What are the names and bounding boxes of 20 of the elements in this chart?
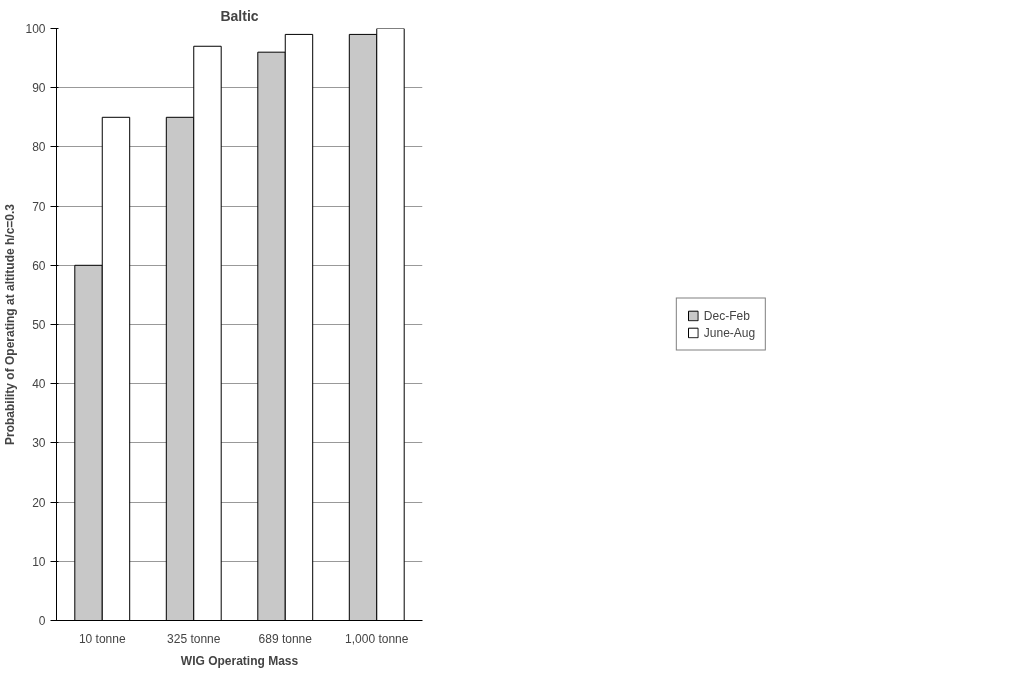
- y-tick-label: 100: [25, 22, 46, 36]
- y-tick-label: 90: [32, 81, 46, 96]
- y-tick-label: 10: [32, 554, 46, 569]
- x-axis-title: WIG Operating Mass: [180, 653, 299, 668]
- y-tick-label: 20: [32, 495, 46, 510]
- y-tick-label: 70: [32, 199, 46, 214]
- y-tick-label: 80: [32, 140, 46, 155]
- y-tick-label: 50: [32, 318, 46, 332]
- y-tick-label: 30: [32, 436, 46, 451]
- y-tick-label: 60: [32, 258, 46, 273]
- x-tick-label: 1,000 tonne: [345, 631, 409, 646]
- y-tick-label: 0: [38, 614, 46, 628]
- legend-label: Dec-Feb: [703, 308, 750, 323]
- legend-label: June-Aug: [703, 325, 756, 340]
- x-tick-label: 10 tonne: [78, 631, 126, 646]
- y-axis-title: Probability of Operating at altitude h/c=0.3: [3, 203, 18, 446]
- x-tick-label: 325 tonne: [167, 631, 221, 646]
- x-tick-label: 689 tonne: [258, 631, 313, 646]
- chart-title: Baltic: [220, 7, 259, 24]
- y-tick-label: 40: [32, 377, 46, 392]
